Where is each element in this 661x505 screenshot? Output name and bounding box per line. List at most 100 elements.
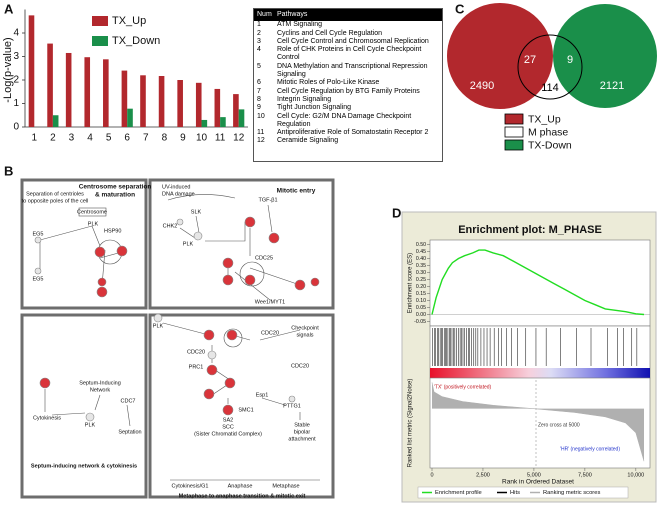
legend-swatch bbox=[92, 16, 108, 26]
diagram-label: CHK2 bbox=[163, 223, 178, 229]
table-row: 2 Cyclins and Cell Cycle Regulation bbox=[254, 30, 442, 38]
diagram-label: Wee1/MYT1 bbox=[255, 299, 285, 305]
diagram-label: SA2 bbox=[223, 417, 233, 423]
y-tick-label: 0 bbox=[13, 122, 19, 133]
diagram-nodes bbox=[34, 218, 296, 422]
legend-label: TX_Up bbox=[528, 113, 561, 125]
x-tick-label: 7,500 bbox=[578, 472, 592, 478]
table-cell: Role of CHK Proteins in Cell Cycle Check… bbox=[277, 46, 422, 62]
diagram-title: Centrosome separation bbox=[79, 184, 152, 191]
diagram-label: TGF-β1 bbox=[258, 197, 277, 203]
bar bbox=[52, 115, 59, 127]
bar bbox=[103, 59, 109, 127]
bar bbox=[140, 75, 146, 127]
table-row: 11 Antiproliferative Role of Somatostatin… bbox=[254, 129, 442, 137]
bar bbox=[47, 43, 53, 128]
diagram-title: & maturation bbox=[95, 192, 135, 199]
x-tick-label: 2 bbox=[50, 133, 56, 144]
table-cell: 8 bbox=[257, 95, 261, 103]
legend-swatch bbox=[92, 36, 108, 46]
y-tick-label: 0.25 bbox=[416, 277, 426, 283]
y-tick-label: 0.50 bbox=[416, 242, 426, 248]
y-tick-label: 4 bbox=[13, 28, 19, 39]
x-tick-label: 3 bbox=[69, 133, 75, 144]
venn-set bbox=[553, 4, 657, 108]
diagram-label: SLK bbox=[191, 209, 202, 215]
legend-label: Ranking metric scores bbox=[543, 490, 600, 496]
venn-count: 27 bbox=[524, 54, 536, 66]
bar bbox=[238, 109, 245, 127]
diagram-label: PTTG1 bbox=[283, 403, 301, 409]
diagram-label: PLK bbox=[183, 241, 194, 247]
y-tick-label: 0.15 bbox=[416, 291, 426, 297]
table-cell: Ceramide Signaling bbox=[277, 137, 339, 145]
diagram-box bbox=[20, 178, 148, 310]
bar bbox=[220, 117, 226, 127]
diagram-label: CDC20 bbox=[291, 363, 309, 369]
diagram-label: PLK bbox=[85, 422, 96, 428]
diagram-label: Anaphase bbox=[228, 483, 253, 489]
diagram-label: Network bbox=[90, 387, 110, 393]
table-cell: Antiproliferative Role of Somatostatin R… bbox=[277, 129, 429, 137]
diagram-label: Separation of centrioles bbox=[26, 191, 84, 197]
y-tick-label: 1 bbox=[13, 98, 19, 109]
annotation: Zero cross at 5000 bbox=[538, 422, 580, 428]
bar bbox=[177, 80, 183, 127]
annotation: 'HR' (negatively correlated) bbox=[560, 446, 620, 452]
diagram-label: EG5 bbox=[32, 231, 43, 237]
table-row: 1 ATM Signaling bbox=[254, 21, 442, 29]
es-panel bbox=[429, 239, 651, 327]
diagram-label: Septum-Inducing bbox=[79, 380, 121, 386]
diagram-title: Metaphase to anaphase transition & mitot… bbox=[179, 493, 306, 499]
x-tick-label: 0 bbox=[430, 472, 433, 478]
legend-label: TX_Down bbox=[112, 35, 160, 47]
table-cell: Tight Junction Signaling bbox=[277, 104, 352, 112]
table-row: 7 Cell Cycle Regulation by BTG Family Pro… bbox=[254, 88, 442, 96]
x-tick-label: 2,500 bbox=[476, 472, 490, 478]
bar bbox=[127, 108, 133, 127]
diagram-label: CDC7 bbox=[121, 398, 136, 404]
table-cell: 6 bbox=[257, 79, 261, 87]
table-row: 10 Cell Cycle: G2/M DNA Damage Checkpoint… bbox=[254, 113, 442, 130]
legend-label: M phase bbox=[528, 126, 568, 138]
diagram-title: Mitotic entry bbox=[277, 188, 316, 195]
legend-swatch bbox=[504, 126, 524, 138]
diagram-label: Centrosome bbox=[77, 209, 107, 215]
bar bbox=[195, 82, 202, 127]
legend-label: TX_Up bbox=[112, 15, 146, 27]
x-tick-label: 12 bbox=[233, 133, 245, 144]
rank-panel bbox=[429, 377, 651, 469]
diagram-box bbox=[148, 313, 335, 499]
table-row: 12 Ceramide Signaling bbox=[254, 137, 442, 145]
diagram-edges bbox=[39, 194, 320, 481]
y-tick-label: 0.20 bbox=[416, 284, 426, 290]
table-cell: Mitotic Roles of Polo-Like Kinase bbox=[277, 79, 380, 87]
y-axis-label: Enrichment score (ES) bbox=[408, 253, 414, 313]
diagram-label: CDC20 bbox=[187, 349, 205, 355]
diagram-label: Cytokinesis bbox=[33, 415, 61, 421]
legend-swatch bbox=[504, 139, 524, 151]
diagram-box bbox=[148, 178, 335, 310]
x-tick-label: 9 bbox=[180, 133, 186, 144]
y-tick-label: 0.30 bbox=[416, 270, 426, 276]
gsea-legend bbox=[417, 486, 629, 499]
table-cell: DNA Methylation and Transcriptional Repr… bbox=[277, 62, 428, 79]
ranking-line bbox=[431, 382, 645, 462]
table-cell: 3 bbox=[257, 37, 261, 45]
legend-label: TX-Down bbox=[528, 139, 572, 151]
table-row: 9 Tight Junction Signaling bbox=[254, 104, 442, 112]
diagram-label: PRC1 bbox=[189, 364, 204, 370]
bar bbox=[121, 70, 128, 127]
bar bbox=[158, 76, 165, 127]
annotation: 'TX' (positively correlated) bbox=[434, 384, 492, 390]
y-tick-label: 0.40 bbox=[416, 256, 426, 262]
es-line bbox=[431, 249, 645, 316]
chart-title: Enrichment plot: M_PHASE bbox=[458, 224, 602, 236]
bar bbox=[233, 94, 239, 127]
table-header: Num Pathways bbox=[254, 9, 442, 22]
diagram-label: PLK bbox=[153, 323, 164, 329]
x-tick-label: 5 bbox=[106, 133, 112, 144]
header-cell: Num bbox=[257, 11, 272, 18]
diagram-label: PLK bbox=[88, 221, 99, 227]
